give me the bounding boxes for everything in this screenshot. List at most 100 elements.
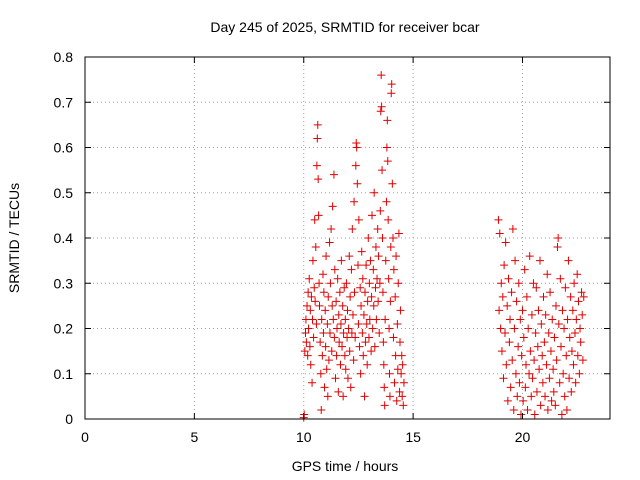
data-point [378,288,387,297]
data-point [314,175,323,184]
data-point [373,274,382,283]
data-point [324,292,333,301]
data-point [570,279,579,288]
data-point [337,256,346,265]
data-point [306,306,315,315]
data-point [336,319,345,328]
data-point [332,297,341,306]
data-point [310,215,319,224]
data-point [541,392,550,401]
data-point [519,396,528,405]
data-point [376,107,385,116]
x-tick-label: 20 [515,429,531,445]
data-point [335,288,344,297]
data-point [499,374,508,383]
data-point [390,378,399,387]
data-point [577,288,586,297]
data-point [495,306,504,315]
data-point [329,315,338,324]
data-point [383,116,392,125]
data-point [379,338,388,347]
data-point [374,297,383,306]
data-point [376,206,385,215]
data-point [515,378,524,387]
data-point [497,347,506,356]
data-point [530,410,539,419]
data-point [314,211,323,220]
data-point [345,252,354,261]
data-point [546,347,555,356]
data-point [351,333,360,342]
data-point [522,360,530,369]
data-point [330,265,339,274]
data-point [578,356,587,365]
data-point [308,378,317,387]
data-point [370,342,379,351]
data-point [574,297,583,306]
data-point [330,333,339,342]
data-point [362,319,371,328]
data-point [312,161,321,170]
data-point [342,279,351,288]
y-tick-label: 0.8 [54,49,74,65]
data-point [533,342,542,351]
data-point [334,387,343,396]
data-point [514,342,523,351]
data-point [372,315,381,324]
data-point [521,383,530,392]
data-point [384,215,393,224]
data-point [332,351,341,360]
data-point [313,120,322,129]
data-points [299,71,588,422]
data-point [503,396,512,405]
data-point [573,270,582,279]
data-point [536,256,544,265]
data-point [543,270,552,279]
data-point [542,360,551,369]
data-point [368,324,377,333]
data-point [576,338,585,347]
data-point [535,365,544,374]
data-point [385,324,394,333]
data-point [510,324,519,333]
data-point [323,319,332,328]
data-point [565,374,574,383]
data-point [561,283,570,292]
data-point [301,329,310,338]
data-point [340,283,349,292]
data-point [564,256,573,265]
data-point [392,252,401,261]
data-point [397,351,406,360]
axis-ticks: 0 0.1 0.2 0.3 0.4 0.5 0.6 0.7 0.8 0 5 10 15 20 [54,49,610,445]
data-point [363,360,372,369]
data-point [389,333,398,342]
data-point [502,360,511,369]
data-point [354,215,363,224]
data-point [387,80,396,89]
data-point [341,365,350,374]
data-point [544,329,553,338]
data-point [543,405,552,414]
data-point [498,292,507,301]
data-point [333,324,341,333]
data-point [541,310,550,319]
data-point [537,319,546,328]
data-point [562,351,571,360]
data-point [347,265,356,274]
data-point [339,329,348,338]
data-point [526,347,535,356]
data-point [381,315,390,324]
data-point [569,360,578,369]
data-point [511,256,520,265]
data-point [531,329,540,338]
data-point [304,324,313,333]
data-point [572,315,581,324]
data-point [545,374,554,383]
data-point [547,396,556,405]
data-point [536,401,545,410]
data-point [318,351,327,360]
data-point [528,374,537,383]
x-tick-label: 15 [405,429,421,445]
data-point [511,369,520,378]
